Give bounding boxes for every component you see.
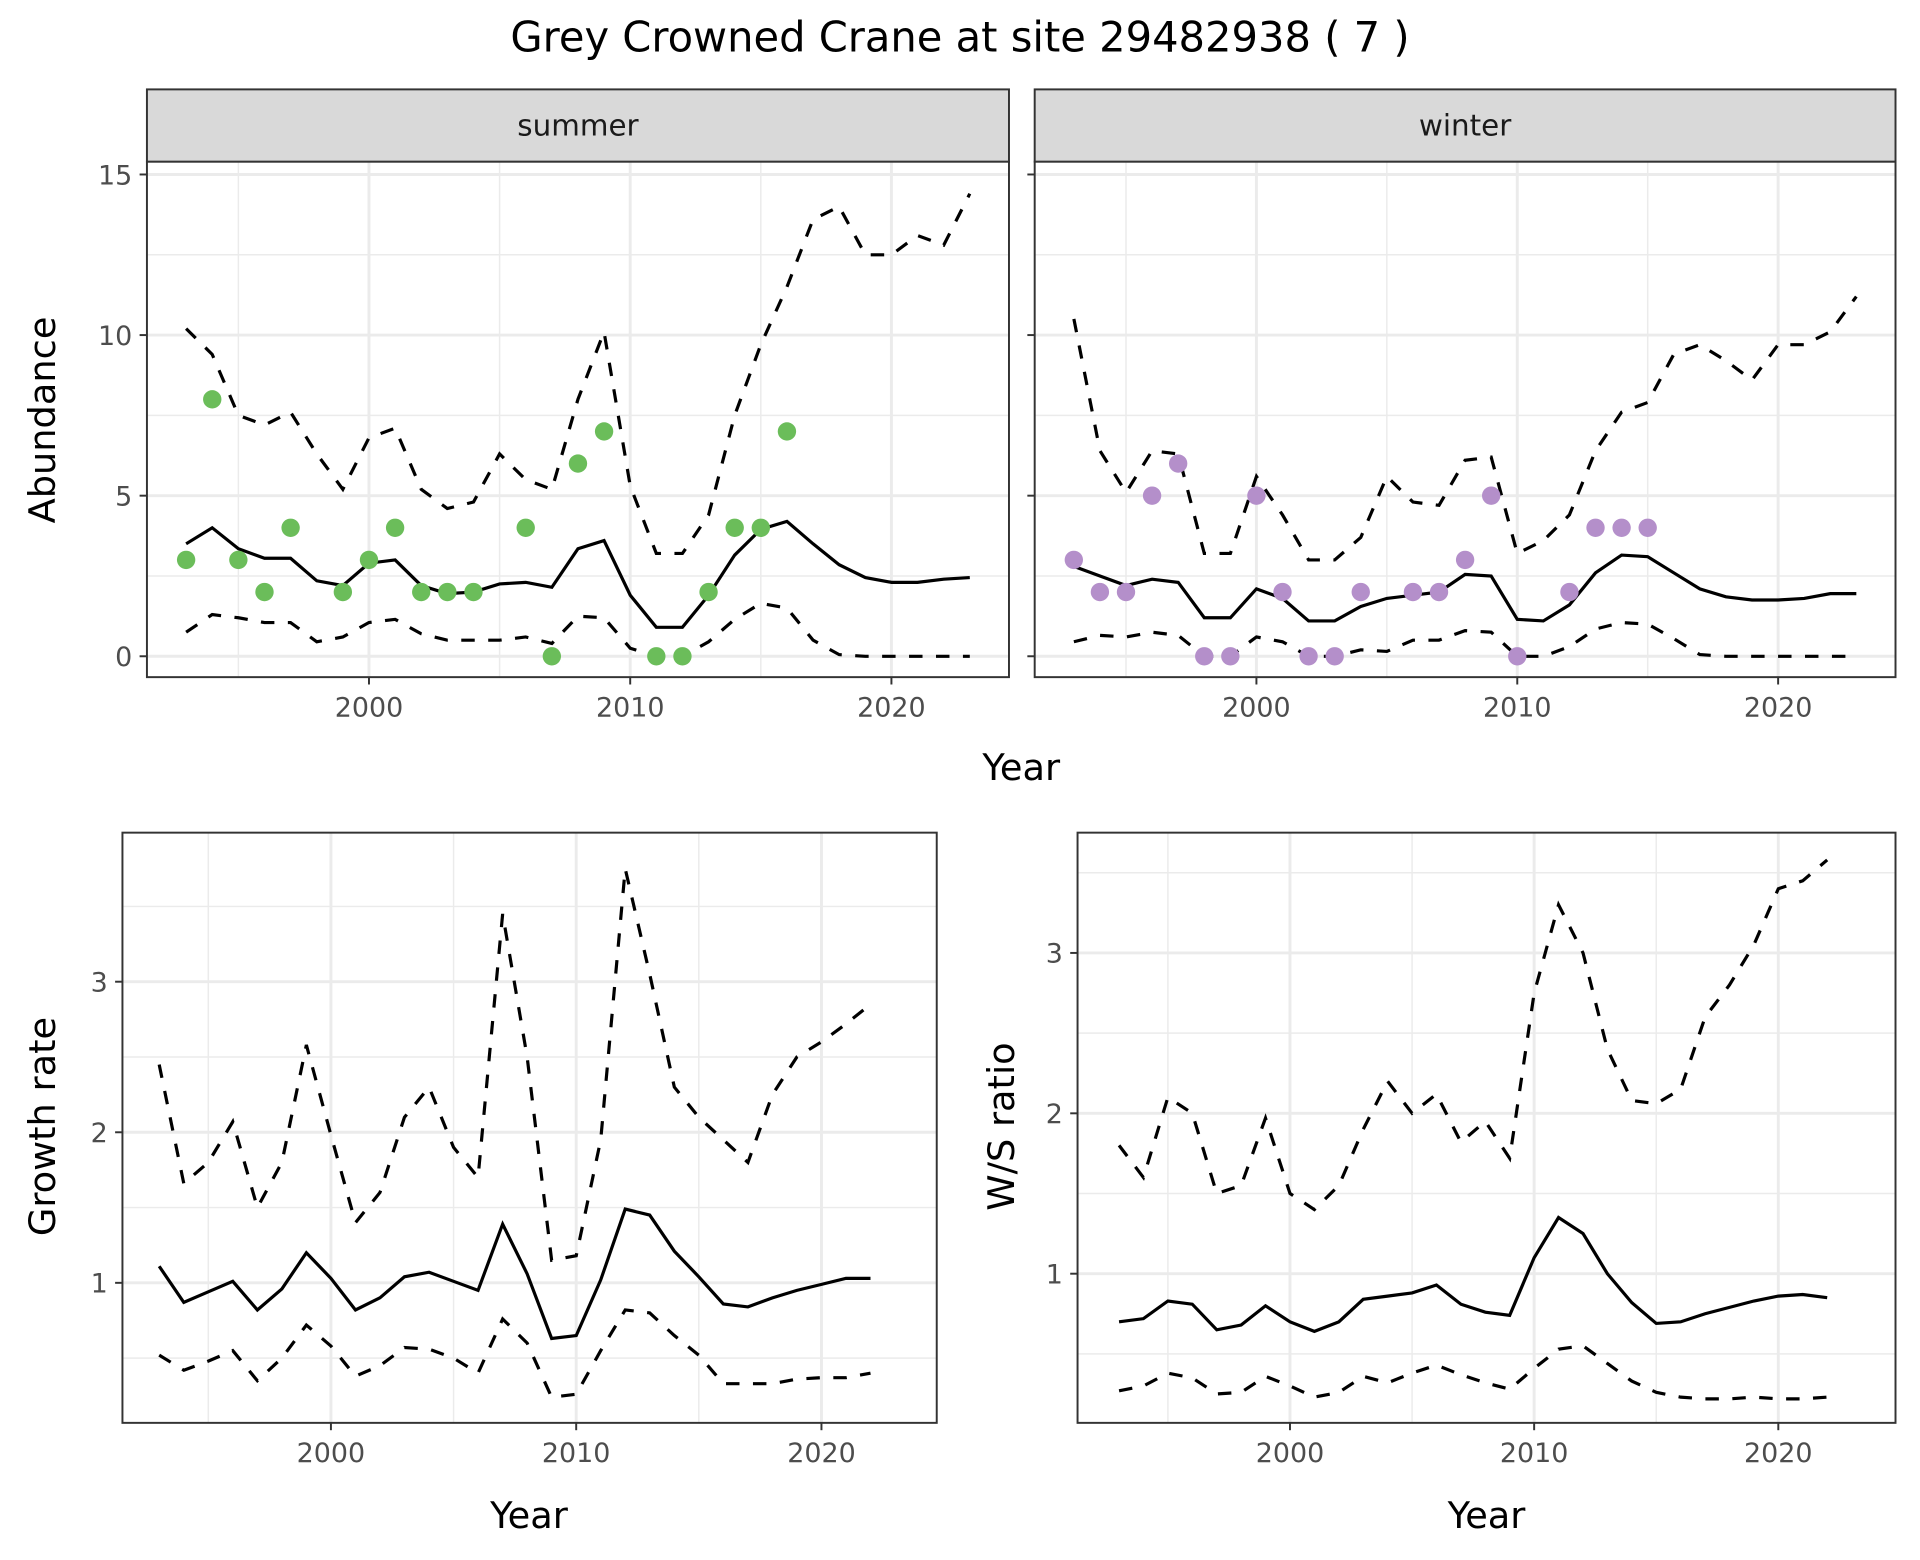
- data-point: [1403, 582, 1423, 602]
- data-point: [725, 518, 744, 537]
- plot-area: [122, 832, 937, 1423]
- plot-area: [146, 161, 1009, 678]
- data-point: [359, 550, 379, 570]
- panel-border: [121, 831, 938, 1424]
- x-axis-title-top: Year: [981, 746, 1061, 789]
- data-point: [1482, 486, 1501, 505]
- data-point: [1090, 582, 1110, 602]
- y-axis-title: Abundance: [21, 317, 64, 524]
- upper-bound-line: [1072, 295, 1858, 562]
- data-point: [594, 422, 614, 441]
- x-tick-label: 2010: [1500, 1438, 1569, 1469]
- data-point: [1508, 647, 1527, 666]
- y-tick-label: 0: [115, 642, 132, 673]
- data-point: [1612, 518, 1631, 537]
- data-point: [438, 582, 457, 602]
- x-tick-label: 2010: [542, 1438, 611, 1469]
- facet-label: summer: [517, 108, 639, 142]
- x-tick-label: 2000: [1256, 1438, 1325, 1469]
- data-point: [568, 454, 588, 473]
- x-tick-label: 2000: [297, 1438, 366, 1469]
- panel-4: 2000 2010 2020 1 2 3 W/S ratio Year: [980, 831, 1897, 1537]
- x-axis-title: Year: [489, 1494, 569, 1537]
- x-tick-label: 2010: [596, 692, 665, 723]
- data-point: [1455, 550, 1475, 570]
- data-point: [516, 518, 535, 537]
- facet-strip: [1033, 88, 1897, 163]
- data-point: [1064, 550, 1084, 570]
- x-tick-label: 2020: [787, 1438, 856, 1469]
- data-point: [673, 647, 692, 666]
- x-axis-title: Year: [1447, 1494, 1527, 1537]
- y-tick-label: 5: [115, 481, 132, 512]
- data-point: [464, 582, 483, 602]
- x-tick-label: 2020: [1744, 1438, 1813, 1469]
- data-point: [203, 390, 222, 409]
- data-point: [1273, 582, 1292, 602]
- data-point: [1247, 486, 1266, 505]
- data-point: [1116, 582, 1136, 602]
- mean-line: [1073, 553, 1857, 623]
- data-point: [1560, 582, 1579, 602]
- panel-1: summer 2000 2010 2020 0 5 10 15 Abundance: [21, 88, 1010, 723]
- data-point: [1195, 647, 1214, 666]
- upper-bound-line: [1117, 858, 1829, 1212]
- x-tick-label: 2000: [1222, 692, 1291, 723]
- data-point: [1638, 518, 1657, 537]
- data-point: [647, 647, 666, 666]
- data-point: [176, 550, 196, 570]
- y-tick-label: 2: [1046, 1099, 1063, 1130]
- data-point: [333, 582, 353, 602]
- y-tick-label: 15: [98, 160, 132, 191]
- data-point: [1586, 518, 1605, 537]
- x-tick-label: 2020: [1744, 692, 1813, 723]
- upper-bound-line: [157, 868, 872, 1263]
- y-tick-label: 10: [98, 321, 132, 352]
- y-tick-label: 2: [91, 1118, 108, 1149]
- data-point: [542, 647, 562, 666]
- plot-area: [1077, 832, 1896, 1423]
- data-point: [699, 582, 718, 602]
- mean-line: [157, 1207, 871, 1341]
- panel-3: 2000 2010 2020 1 2 3 Growth rate Year: [21, 831, 938, 1537]
- y-axis-title: W/S ratio: [980, 1042, 1023, 1210]
- y-tick-label: 1: [1046, 1259, 1063, 1290]
- lower-bound-line: [185, 601, 970, 658]
- y-axis-title: Growth rate: [21, 1017, 64, 1236]
- y-tick-label: 1: [91, 1269, 108, 1300]
- upper-bound-line: [185, 192, 972, 556]
- data-point: [1429, 582, 1449, 602]
- chart-title: Grey Crowned Crane at site 29482938 ( 7 …: [510, 12, 1409, 61]
- y-tick-label: 3: [91, 968, 108, 999]
- panel-2: winter 2000 2010 2020: [1027, 88, 1897, 723]
- data-point: [1221, 647, 1240, 666]
- data-point: [1168, 454, 1188, 473]
- data-point: [1325, 647, 1344, 666]
- x-tick-label: 2010: [1483, 692, 1552, 723]
- mean-line: [1118, 1215, 1828, 1334]
- lower-bound-line: [1118, 1344, 1828, 1401]
- data-point: [385, 518, 405, 537]
- data-point: [1142, 486, 1162, 505]
- data-point: [1351, 582, 1370, 602]
- data-point: [412, 582, 431, 602]
- panel-border: [1076, 831, 1897, 1424]
- data-point: [777, 422, 797, 441]
- x-tick-label: 2020: [857, 692, 926, 723]
- data-point: [255, 582, 274, 602]
- x-tick-label: 2000: [335, 692, 404, 723]
- plot-area: [1034, 161, 1896, 678]
- data-point: [751, 518, 770, 537]
- data-point: [1299, 647, 1318, 666]
- data-point: [229, 550, 248, 570]
- facet-strip: [145, 88, 1010, 163]
- data-point: [281, 518, 300, 537]
- facet-label: winter: [1419, 108, 1512, 142]
- mean-line: [185, 519, 970, 629]
- y-tick-label: 3: [1046, 939, 1063, 970]
